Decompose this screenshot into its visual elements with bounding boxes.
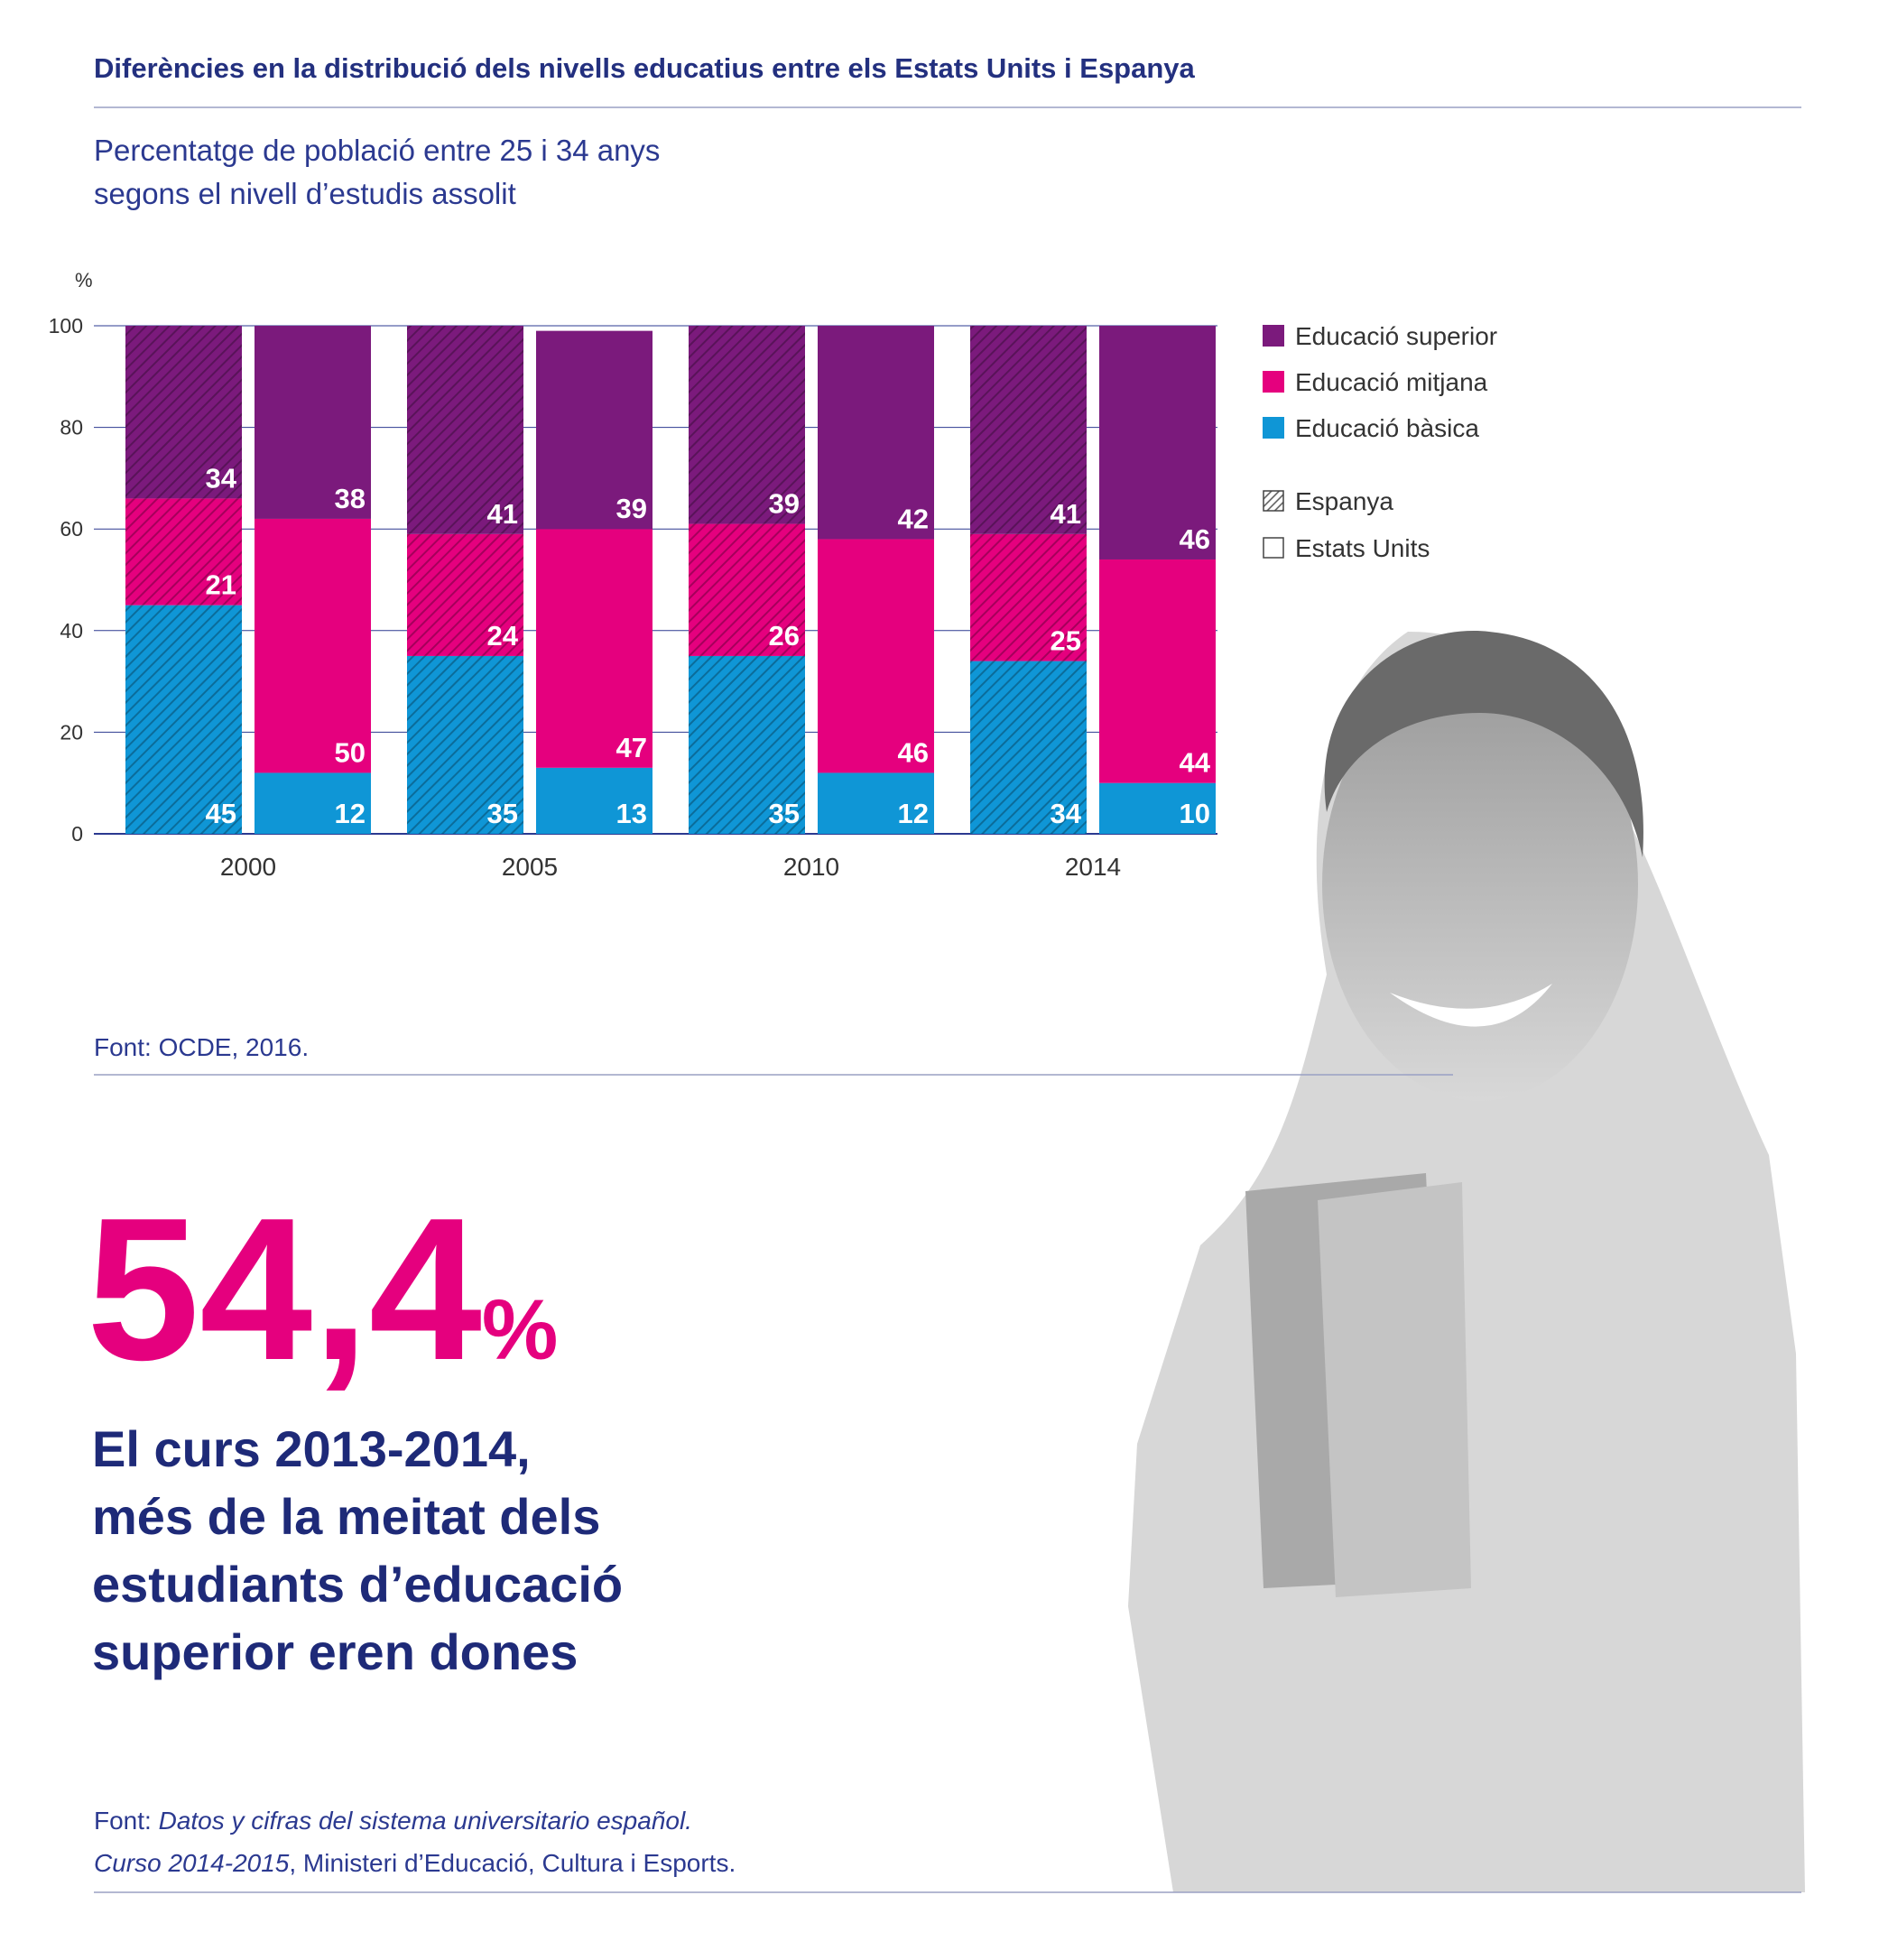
legend-swatch [1263, 325, 1284, 347]
bar-segment [689, 523, 805, 656]
data-label: 42 [898, 503, 929, 534]
bar-segment [970, 326, 1087, 534]
data-label: 39 [616, 493, 647, 524]
y-axis-label: % [75, 269, 93, 291]
data-label: 46 [1180, 523, 1210, 555]
bar-segment [689, 655, 805, 834]
photo [1128, 631, 1805, 1892]
bar-segment [407, 655, 523, 834]
data-label: 38 [335, 483, 366, 514]
footer-part: Curso 2014-2015 [94, 1849, 290, 1877]
subtitle: Percentatge de població entre 25 i 34 an… [94, 134, 660, 167]
data-label: 50 [335, 736, 366, 768]
bar-segment [970, 533, 1087, 661]
data-label: 26 [769, 620, 800, 652]
footer-part: Datos y cifras del sistema universitario… [159, 1807, 692, 1835]
bar-segment [255, 518, 371, 773]
y-tick-label: 100 [49, 314, 83, 337]
footer-part: , Ministeri d’Educació, Cultura i Esport… [289, 1849, 736, 1877]
data-label: 45 [206, 798, 236, 829]
statement-line: més de la meitat dels [92, 1488, 600, 1545]
data-label: 47 [616, 732, 647, 763]
data-label: 21 [206, 569, 236, 601]
y-tick-label: 0 [71, 822, 83, 846]
data-label: 10 [1180, 798, 1210, 829]
y-tick-label: 60 [60, 517, 83, 541]
data-label: 12 [898, 798, 929, 829]
data-label: 41 [487, 498, 518, 530]
footer-part: Font: [94, 1807, 159, 1835]
data-label: 13 [616, 798, 647, 829]
data-label: 34 [1051, 798, 1082, 829]
bar-segment [125, 498, 242, 606]
data-label: 39 [769, 488, 800, 520]
footer: Font: Datos y cifras del sistema univers… [94, 1807, 736, 1877]
photo-books [1318, 1182, 1471, 1597]
footer-source: Font: Datos y cifras del sistema univers… [94, 1807, 692, 1835]
bar-segment [689, 326, 805, 524]
source: Font: OCDE, 2016. [94, 1033, 309, 1061]
bar-segment [1099, 782, 1216, 834]
data-label: 25 [1051, 625, 1081, 657]
data-label: 35 [487, 798, 518, 829]
legend-swatch [1263, 537, 1284, 559]
bar-segment [818, 772, 934, 834]
bar-segment [407, 326, 523, 534]
bar-segment [536, 330, 653, 530]
x-tick-label: 2014 [1065, 853, 1121, 881]
x-tick-label: 2010 [783, 853, 839, 881]
bar-segment [407, 533, 523, 656]
y-tick-label: 80 [60, 416, 83, 439]
legend-label: Estats Units [1295, 534, 1430, 562]
x-tick-label: 2000 [220, 853, 276, 881]
data-label: 46 [898, 736, 929, 768]
legend-label: Educació bàsica [1295, 414, 1479, 442]
big-number-unit: % [482, 1282, 558, 1378]
x-tick-label: 2005 [502, 853, 558, 881]
y-tick-label: 20 [60, 720, 83, 744]
title: Diferències en la distribució dels nivel… [94, 52, 1196, 84]
subtitle: segons el nivell d’estudis assolit [94, 177, 516, 210]
statement-line: El curs 2013-2014, [92, 1420, 531, 1477]
data-label: 44 [1180, 747, 1211, 779]
data-label: 24 [487, 620, 519, 652]
legend-label: Espanya [1295, 487, 1393, 515]
photo-hair [1324, 631, 1643, 857]
chart: 0 20 40 60 80 100 2000 45 21 34 12 50 38 2005 35 24 41 13… [49, 314, 1498, 881]
bar-segment [818, 326, 934, 540]
bar-segment [125, 326, 242, 499]
statement-line: estudiants d’educació [92, 1556, 623, 1613]
photo-face [1322, 668, 1638, 1101]
bar-segment [818, 539, 934, 773]
bar-segment [536, 529, 653, 768]
legend-swatch [1263, 371, 1284, 393]
statement: El curs 2013-2014, més de la meitat dels e… [92, 1420, 623, 1680]
y-tick-label: 40 [60, 619, 83, 643]
legend-swatch [1263, 490, 1284, 512]
data-label: 12 [335, 798, 366, 829]
bar-segment [125, 605, 242, 834]
bar-segment [1099, 559, 1216, 783]
statement-line: superior eren dones [92, 1623, 578, 1680]
footer-source: Curso 2014-2015, Ministeri d’Educació, C… [94, 1849, 736, 1877]
bar-segment [536, 767, 653, 834]
legend-label: Educació superior [1295, 322, 1497, 350]
legend-label: Educació mitjana [1295, 368, 1488, 396]
bar-segment [1099, 326, 1216, 559]
bar-segment [255, 326, 371, 519]
bar-segment [970, 661, 1087, 834]
data-label: 34 [206, 462, 237, 494]
big-number: 54,4% [87, 1175, 558, 1402]
photo-smile [1390, 984, 1552, 1027]
big-number-value: 54,4 [87, 1175, 482, 1402]
data-label: 35 [769, 798, 800, 829]
bar-segment [255, 772, 371, 834]
data-label: 41 [1051, 498, 1081, 530]
legend-swatch [1263, 417, 1284, 439]
